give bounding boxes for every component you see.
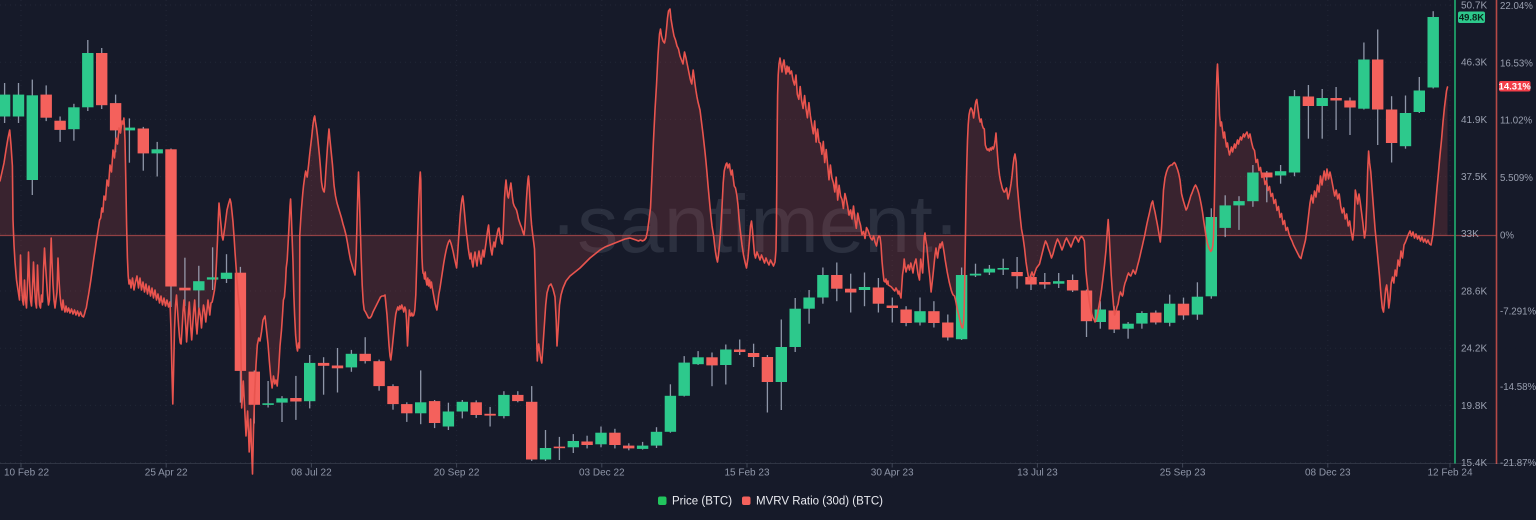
svg-text:08 Jul 22: 08 Jul 22 <box>291 468 332 479</box>
svg-text:13 Jul 23: 13 Jul 23 <box>1017 468 1058 479</box>
svg-text:08 Dec 23: 08 Dec 23 <box>1305 468 1351 479</box>
svg-text:25 Apr 22: 25 Apr 22 <box>145 468 188 479</box>
svg-text:50.7K: 50.7K <box>1461 0 1487 11</box>
svg-text:0%: 0% <box>1500 230 1514 241</box>
svg-text:46.3K: 46.3K <box>1461 58 1487 69</box>
svg-text:20 Sep 22: 20 Sep 22 <box>434 468 480 479</box>
svg-text:30 Apr 23: 30 Apr 23 <box>871 468 914 479</box>
svg-text:15 Feb 23: 15 Feb 23 <box>724 468 769 479</box>
svg-text:22.04%: 22.04% <box>1500 1 1533 12</box>
svg-text:03 Dec 22: 03 Dec 22 <box>579 468 625 479</box>
svg-text:49.8K: 49.8K <box>1459 13 1484 24</box>
svg-text:10 Feb 22: 10 Feb 22 <box>4 468 49 479</box>
svg-text:25 Sep 23: 25 Sep 23 <box>1160 468 1206 479</box>
svg-text:5.509%: 5.509% <box>1500 173 1533 184</box>
svg-text:15.4K: 15.4K <box>1461 458 1487 469</box>
svg-text:28.6K: 28.6K <box>1461 286 1487 297</box>
svg-text:37.5K: 37.5K <box>1461 172 1487 183</box>
svg-text:12 Feb 24: 12 Feb 24 <box>1427 468 1472 479</box>
svg-text:Price (BTC): Price (BTC) <box>672 496 732 508</box>
svg-text:14.31%: 14.31% <box>1499 82 1532 93</box>
svg-text:24.2K: 24.2K <box>1461 344 1487 355</box>
svg-text:11.02%: 11.02% <box>1500 116 1533 127</box>
svg-text:-21.87%: -21.87% <box>1500 458 1536 469</box>
svg-text:41.9K: 41.9K <box>1461 115 1487 126</box>
svg-text:-7.291%: -7.291% <box>1500 306 1536 317</box>
svg-text:19.8K: 19.8K <box>1461 401 1487 412</box>
svg-text:16.53%: 16.53% <box>1500 58 1533 69</box>
svg-text:33K: 33K <box>1461 229 1479 240</box>
svg-text:MVRV Ratio (30d) (BTC): MVRV Ratio (30d) (BTC) <box>756 496 883 508</box>
svg-text:-14.58%: -14.58% <box>1500 382 1536 393</box>
